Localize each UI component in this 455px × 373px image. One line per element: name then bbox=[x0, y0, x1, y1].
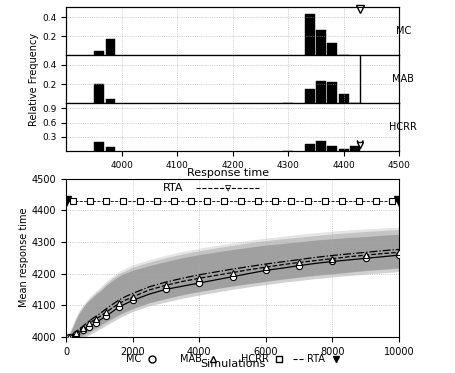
Bar bbox=[304, 144, 314, 151]
Bar bbox=[105, 39, 115, 56]
Y-axis label: Mean response time: Mean response time bbox=[19, 208, 29, 307]
Text: RTA: RTA bbox=[163, 184, 183, 193]
Bar bbox=[304, 89, 314, 103]
Bar bbox=[316, 141, 326, 151]
Text: Response time: Response time bbox=[187, 169, 268, 178]
X-axis label: Simulations: Simulations bbox=[199, 359, 265, 369]
Bar bbox=[94, 142, 104, 151]
Bar bbox=[304, 14, 314, 56]
Bar bbox=[338, 149, 348, 151]
Bar bbox=[338, 94, 348, 103]
Bar bbox=[94, 84, 104, 103]
Y-axis label: Relative Frequency: Relative Frequency bbox=[29, 33, 39, 126]
Y-axis label: HCRR: HCRR bbox=[389, 122, 416, 132]
Bar bbox=[316, 29, 326, 56]
Y-axis label: MAB: MAB bbox=[391, 74, 413, 84]
Bar bbox=[105, 98, 115, 103]
Bar bbox=[327, 82, 337, 103]
Bar bbox=[316, 81, 326, 103]
Bar bbox=[105, 147, 115, 151]
Bar bbox=[327, 43, 337, 56]
Bar bbox=[327, 147, 337, 151]
Legend: MC, , MAB, , HCRR, , RTA, : MC, , MAB, , HCRR, , RTA, bbox=[107, 350, 348, 368]
Y-axis label: MC: MC bbox=[394, 26, 410, 37]
Bar bbox=[349, 147, 359, 151]
Text: $\triangledown$: $\triangledown$ bbox=[223, 182, 232, 195]
Bar bbox=[94, 51, 104, 56]
